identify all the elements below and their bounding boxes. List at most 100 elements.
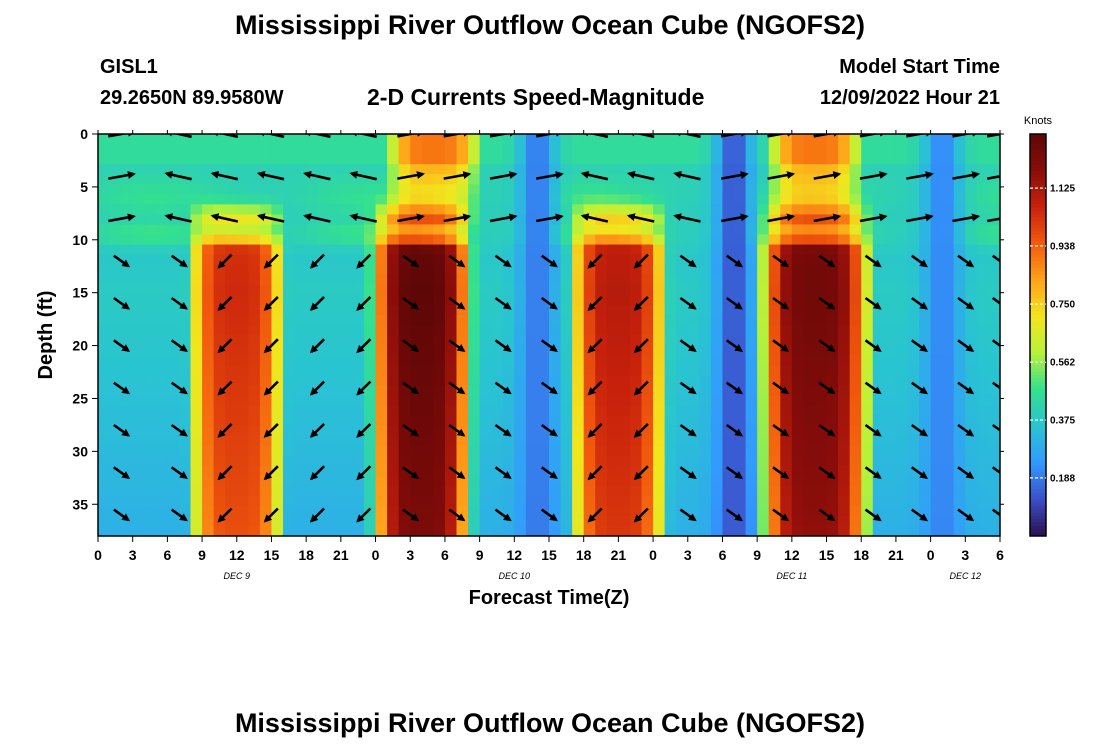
heatmap-cell: [757, 194, 770, 205]
heatmap-cell: [791, 505, 805, 517]
heatmap-cell: [421, 465, 434, 477]
heatmap-cell: [294, 365, 307, 376]
heatmap-cell: [664, 475, 677, 487]
heatmap-cell: [606, 294, 619, 306]
heatmap-cell: [155, 395, 168, 406]
heatmap-cell: [676, 324, 689, 336]
heatmap-cell: [560, 224, 573, 236]
heatmap-cell: [98, 445, 111, 457]
heatmap-cell: [699, 355, 712, 366]
heatmap-cell: [618, 385, 631, 396]
heatmap-cell: [444, 274, 458, 286]
heatmap-cell: [514, 475, 527, 487]
heatmap-cell: [525, 324, 539, 336]
heatmap-cell: [583, 405, 596, 416]
heatmap-cell: [398, 405, 411, 416]
heatmap-cell: [653, 204, 666, 215]
heatmap-cell: [109, 375, 122, 386]
heatmap-cell: [768, 274, 781, 286]
heatmap-cell: [421, 495, 434, 507]
current-vector: [818, 254, 836, 268]
heatmap-cell: [410, 314, 423, 326]
heatmap-cell: [144, 234, 157, 246]
heatmap-cell: [687, 174, 700, 185]
heatmap-cell: [572, 224, 585, 236]
heatmap-cell: [340, 345, 354, 356]
heatmap-cell: [109, 314, 122, 326]
heatmap-cell: [872, 355, 885, 366]
heatmap-cell: [814, 515, 828, 527]
heatmap-cell: [618, 274, 631, 286]
heatmap-cell: [722, 304, 735, 316]
heatmap-cell: [444, 314, 458, 326]
current-vector: [767, 171, 796, 180]
heatmap-cell: [664, 134, 677, 145]
heatmap-cell: [433, 194, 446, 205]
heatmap-cell: [271, 164, 284, 175]
heatmap-cell: [988, 174, 1000, 185]
heatmap-cell: [606, 485, 619, 497]
heatmap-cell: [398, 134, 411, 145]
heatmap-cell: [479, 194, 492, 205]
heatmap-cell: [225, 445, 238, 457]
heatmap-cell: [375, 204, 388, 215]
heatmap-cell: [444, 244, 458, 256]
colorbar-segment: [1030, 448, 1046, 453]
heatmap-cell: [549, 214, 562, 226]
heatmap-cell: [710, 455, 724, 467]
heatmap-cell: [444, 435, 458, 447]
heatmap-cell: [537, 345, 550, 356]
heatmap-cell: [248, 314, 261, 326]
heatmap-cell: [965, 314, 978, 326]
heatmap-cell: [398, 395, 411, 406]
heatmap-cell: [433, 435, 446, 447]
heatmap-cell: [363, 324, 377, 336]
heatmap-cell: [514, 445, 527, 457]
heatmap-cell: [340, 154, 354, 165]
heatmap-cell: [202, 304, 215, 316]
heatmap-cell: [352, 365, 365, 376]
heatmap-cell: [803, 184, 816, 195]
heatmap-cell: [190, 485, 203, 497]
heatmap-cell: [456, 475, 469, 487]
heatmap-cell: [895, 425, 909, 437]
colorbar-segment: [1030, 425, 1046, 430]
heatmap-cell: [283, 475, 296, 487]
heatmap-cell: [317, 375, 330, 386]
heatmap-cell: [294, 264, 307, 276]
current-vector: [170, 296, 188, 310]
heatmap-cell: [768, 385, 781, 396]
heatmap-cell: [826, 465, 839, 477]
heatmap-cell: [259, 174, 273, 185]
heatmap-cell: [363, 294, 377, 306]
heatmap-cell: [849, 505, 862, 517]
heatmap-cell: [398, 324, 411, 336]
heatmap-cell: [884, 244, 897, 256]
heatmap-cell: [572, 184, 585, 195]
heatmap-cell: [791, 465, 805, 477]
heatmap-cell: [456, 314, 469, 326]
heatmap-cell: [606, 184, 619, 195]
heatmap-cell: [491, 345, 504, 356]
heatmap-cell: [456, 395, 469, 406]
heatmap-cell: [109, 224, 122, 236]
heatmap-cell: [398, 164, 411, 175]
heatmap-cell: [468, 224, 481, 236]
heatmap-cell: [549, 294, 562, 306]
heatmap-cell: [271, 455, 284, 467]
heatmap-cell: [919, 324, 932, 336]
heatmap-cell: [433, 294, 446, 306]
heatmap-cell: [155, 355, 168, 366]
heatmap-cell: [745, 495, 758, 507]
heatmap-cell: [294, 144, 307, 155]
heatmap-cell: [109, 405, 122, 416]
heatmap-cell: [121, 435, 134, 447]
heatmap-cell: [595, 515, 608, 527]
heatmap-cell: [976, 244, 990, 256]
heatmap-cell: [479, 204, 492, 215]
heatmap-cell: [155, 515, 168, 527]
heatmap-cell: [745, 415, 758, 427]
heatmap-cell: [144, 335, 157, 346]
heatmap-cell: [525, 415, 539, 427]
heatmap-cell: [236, 385, 249, 396]
